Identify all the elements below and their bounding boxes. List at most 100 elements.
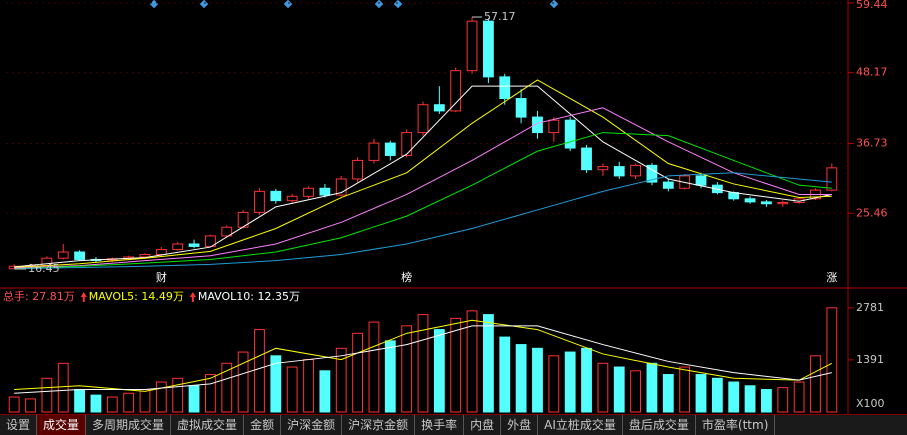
candle-body <box>172 243 184 251</box>
volume-bar <box>564 351 576 413</box>
candle-body <box>499 76 511 100</box>
volume-bar <box>172 377 184 413</box>
volume-bar <box>106 396 118 413</box>
volume-bar <box>286 366 298 413</box>
volume-bar <box>662 374 674 413</box>
candle-body <box>777 202 789 205</box>
volume-bar <box>90 394 102 413</box>
candle-body <box>630 164 641 177</box>
volume-bar <box>57 362 69 413</box>
candle-body <box>466 20 478 72</box>
volume-bar <box>237 351 249 413</box>
volume-bar <box>270 355 282 413</box>
y-tick-label: 59.44 <box>856 0 888 11</box>
volume-bar <box>319 370 331 413</box>
volume-bar <box>188 385 200 413</box>
volume-bar <box>417 314 429 413</box>
candle-body <box>597 166 609 171</box>
tab[interactable]: 外盘 <box>501 415 539 435</box>
chart: 总手: 27.81万 X100 25.46 36.73 48.17 59.44 57.1… <box>0 0 907 414</box>
candle-body <box>433 104 445 112</box>
candle-body <box>205 235 216 247</box>
volume-bar <box>303 359 314 413</box>
volume-bar <box>532 347 543 413</box>
candle-body <box>450 70 462 112</box>
candle-body <box>483 20 494 78</box>
y-tick-label: 2781 <box>856 301 884 314</box>
candle-body <box>515 98 527 118</box>
tab[interactable]: 盘后成交量 <box>623 415 696 435</box>
y-tick-label: 1391 <box>856 353 884 366</box>
candle-body <box>826 167 838 191</box>
volume-bar <box>761 389 772 413</box>
volume-bar <box>433 329 445 413</box>
candle-body <box>352 159 363 180</box>
candle-body <box>319 187 331 196</box>
volume-bar <box>123 392 135 413</box>
tab[interactable]: 多周期成交量 <box>86 415 172 435</box>
candle-body <box>221 226 233 237</box>
candle-body <box>532 116 543 134</box>
volume-bar <box>450 317 462 413</box>
volume-bar <box>613 366 625 413</box>
candle-body <box>188 243 200 247</box>
tab[interactable]: 成交量 <box>37 415 87 435</box>
volume-bar <box>597 362 609 413</box>
candle-body <box>57 251 69 259</box>
volume-bar <box>254 329 265 413</box>
event-marker: 涨 <box>826 271 837 284</box>
volume-bar <box>25 398 36 413</box>
volume-bar <box>205 374 216 413</box>
candle-body <box>401 132 413 156</box>
candle-body <box>662 181 674 189</box>
volume-bar <box>777 387 789 413</box>
candle-body <box>368 142 380 161</box>
moving-average-line <box>14 325 832 394</box>
volume-bar <box>744 385 756 413</box>
candle-body <box>74 251 85 260</box>
moving-average-line <box>14 319 833 392</box>
candle-body <box>335 178 347 196</box>
tab[interactable]: 内盘 <box>464 415 502 435</box>
volume-bar <box>728 381 740 413</box>
candle-body <box>564 119 576 149</box>
volume-bar <box>515 344 527 413</box>
candle-body <box>139 253 151 258</box>
candle-body <box>744 198 756 203</box>
tab[interactable]: 市盈率(ttm) <box>696 415 776 435</box>
y-tick-label: 48.17 <box>856 66 888 79</box>
candle-body <box>303 187 314 197</box>
tab[interactable]: 金额 <box>244 415 282 435</box>
candle-body <box>761 201 772 205</box>
volume-bar <box>139 389 151 413</box>
volume-bar <box>679 366 691 413</box>
tab[interactable]: 虚拟成交量 <box>171 415 245 435</box>
tab[interactable]: 沪深金额 <box>281 415 343 435</box>
tab[interactable]: 沪深京金额 <box>342 415 416 435</box>
y-tick-label: 36.73 <box>856 137 888 150</box>
moving-average-line <box>14 132 832 270</box>
tab[interactable]: AI立桩成交量 <box>538 415 623 435</box>
volume-bar <box>826 307 838 413</box>
tab[interactable]: 设置 <box>0 415 38 435</box>
tab[interactable]: 换手率 <box>415 415 465 435</box>
volume-bar <box>466 310 478 413</box>
volume-bar <box>221 362 233 413</box>
volume-bar <box>155 381 167 413</box>
volume-bar <box>630 370 641 413</box>
moving-average-line <box>14 107 832 269</box>
candle-body <box>155 249 167 255</box>
candle-body <box>581 147 592 171</box>
y-tick-label: 25.46 <box>856 206 888 219</box>
candle-body <box>270 190 282 202</box>
candle-body <box>286 195 298 202</box>
volume-bar <box>695 374 707 413</box>
volume-bar <box>810 355 821 413</box>
candle-body <box>384 142 396 156</box>
volume-bar <box>646 362 658 413</box>
volume-bar <box>483 314 494 413</box>
volume-bar <box>793 381 805 413</box>
volume-bar <box>74 389 85 413</box>
legend-arrow <box>189 292 196 302</box>
volume-bar <box>548 355 560 413</box>
